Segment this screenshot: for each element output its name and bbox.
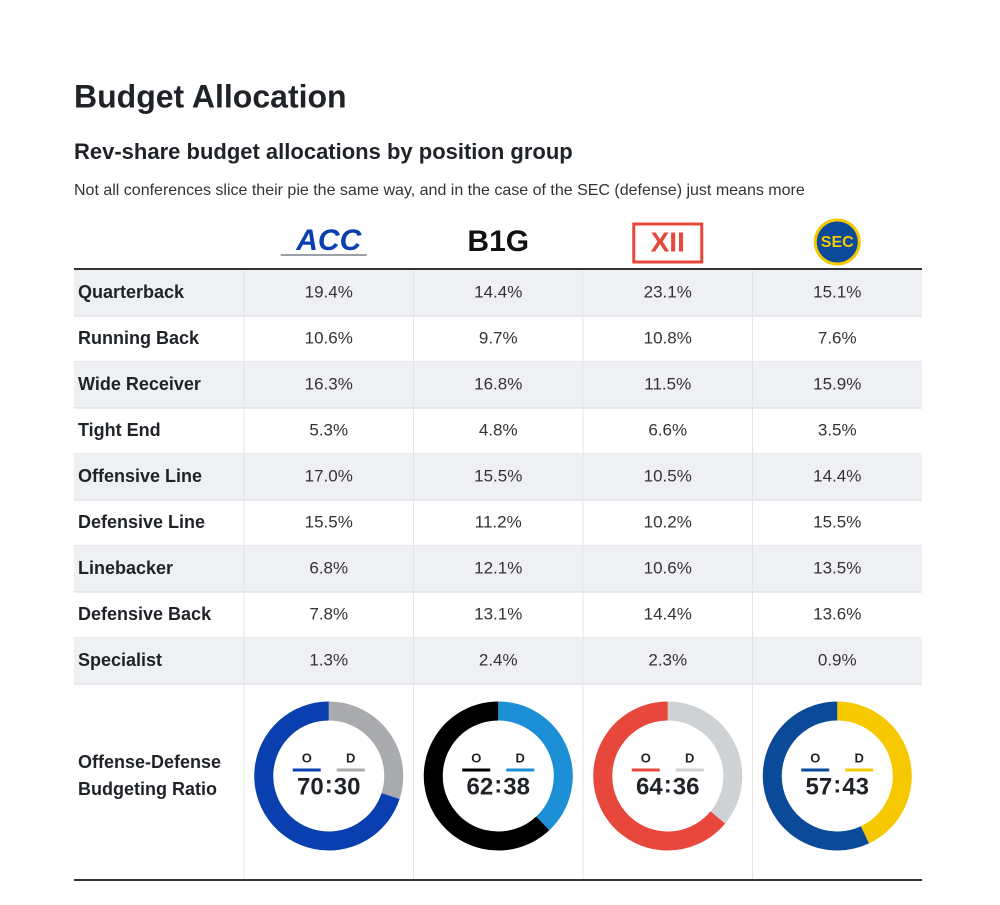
row-shade xyxy=(74,362,922,408)
cell: 16.8% xyxy=(474,374,522,393)
cell: 9.7% xyxy=(479,328,518,347)
separator: : xyxy=(325,771,333,798)
offense-letter: O xyxy=(641,750,651,765)
cell: 2.4% xyxy=(479,650,518,669)
defense-value: 38 xyxy=(503,773,530,800)
cell: 15.5% xyxy=(305,512,353,531)
cell: 16.3% xyxy=(305,374,353,393)
cell: 10.5% xyxy=(644,466,692,485)
row-label: Tight End xyxy=(78,420,161,440)
row-shade xyxy=(74,454,922,500)
offense-value: 62 xyxy=(467,773,494,800)
defense-value: 36 xyxy=(673,773,700,800)
logo-circle xyxy=(813,218,861,266)
ratio-label: Offense-Defense xyxy=(78,752,221,772)
cell: 11.5% xyxy=(644,374,691,393)
offense-value: 70 xyxy=(297,773,324,800)
offense-letter: O xyxy=(471,750,481,765)
cell: 19.4% xyxy=(305,282,353,301)
logo-b1g: B1G xyxy=(467,225,529,258)
cell: 15.5% xyxy=(813,512,861,531)
cell: 13.6% xyxy=(813,604,861,623)
cell: 10.6% xyxy=(305,328,353,347)
offense-arc xyxy=(423,701,550,851)
defense-letter: D xyxy=(346,750,355,765)
cell: 17.0% xyxy=(305,466,353,485)
row-label: Running Back xyxy=(78,328,200,348)
offense-arc xyxy=(254,701,400,851)
offense-value: 57 xyxy=(806,773,833,800)
cell: 10.6% xyxy=(644,558,692,577)
offense-arc xyxy=(762,701,869,851)
defense-arc xyxy=(667,701,743,824)
cell: 15.1% xyxy=(813,282,861,301)
defense-arc xyxy=(328,701,404,800)
row-shade xyxy=(74,270,922,316)
note: Not all conferences slice their pie the … xyxy=(74,182,805,199)
cell: 12.1% xyxy=(474,558,522,577)
cell: 13.5% xyxy=(813,558,861,577)
separator: : xyxy=(494,771,502,798)
subtitle: Rev-share budget allocations by position… xyxy=(74,139,573,164)
logo-box xyxy=(632,222,704,264)
cell: 1.3% xyxy=(309,650,348,669)
cell: 6.6% xyxy=(648,420,687,439)
cell: 5.3% xyxy=(309,420,348,439)
cell: 14.4% xyxy=(813,466,861,485)
cell: 14.4% xyxy=(474,282,522,301)
row-shade xyxy=(74,546,922,592)
logo-sec: SEC xyxy=(821,234,854,251)
offense-letter: O xyxy=(810,750,820,765)
row-label: Offensive Line xyxy=(78,466,202,486)
separator: : xyxy=(833,771,841,798)
cell: 15.9% xyxy=(813,374,861,393)
cell: 10.2% xyxy=(644,512,692,531)
defense-letter: D xyxy=(855,750,864,765)
row-label: Defensive Back xyxy=(78,604,212,624)
row-label: Specialist xyxy=(78,650,162,670)
cell: 14.4% xyxy=(644,604,692,623)
cell: 23.1% xyxy=(644,282,692,301)
row-label: Defensive Line xyxy=(78,512,205,532)
row-label: Quarterback xyxy=(78,282,185,302)
defense-letter: D xyxy=(516,750,525,765)
cell: 7.8% xyxy=(309,604,348,623)
separator: : xyxy=(664,771,672,798)
cell: 4.8% xyxy=(479,420,518,439)
title: Budget Allocation xyxy=(74,78,347,114)
cell: 11.2% xyxy=(475,512,522,531)
ratio-label: Budgeting Ratio xyxy=(78,779,217,799)
cell: 13.1% xyxy=(474,604,522,623)
defense-arc xyxy=(836,701,912,844)
row-shade xyxy=(74,638,922,684)
logo-xii: XII xyxy=(651,226,685,257)
cell: 3.5% xyxy=(818,420,857,439)
row-label: Linebacker xyxy=(78,558,173,578)
cell: 10.8% xyxy=(644,328,692,347)
logo-acc: ACC xyxy=(295,224,362,257)
cell: 0.9% xyxy=(818,650,857,669)
defense-value: 43 xyxy=(842,773,869,800)
offense-value: 64 xyxy=(636,773,663,800)
defense-letter: D xyxy=(685,750,694,765)
defense-value: 30 xyxy=(334,773,361,800)
offense-arc xyxy=(593,701,726,851)
defense-arc xyxy=(497,701,573,831)
row-label: Wide Receiver xyxy=(78,374,201,394)
cell: 6.8% xyxy=(309,558,348,577)
cell: 7.6% xyxy=(818,328,857,347)
cell: 15.5% xyxy=(474,466,522,485)
offense-letter: O xyxy=(302,750,312,765)
cell: 2.3% xyxy=(648,650,687,669)
